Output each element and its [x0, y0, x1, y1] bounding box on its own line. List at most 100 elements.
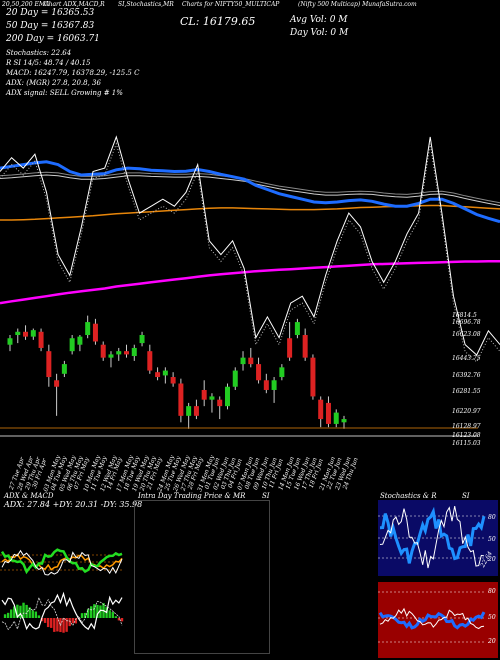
adx-panel-values: ADX: 27.84 +DY: 20.31 -DY: 35.98 [4, 500, 143, 509]
macd-bar [37, 615, 41, 618]
macd-value: MACD: 16247.79, 16378.29, -125.5 C [6, 69, 140, 77]
macd-bar [50, 618, 53, 628]
candle-body [178, 383, 184, 416]
candle-body [271, 380, 277, 390]
rsi-axis-20: 20 [488, 638, 496, 645]
macd-bar [19, 605, 22, 618]
macd-bar [80, 613, 84, 618]
price-axis-label: 16443.75 [452, 355, 481, 362]
candlesticks [7, 315, 347, 429]
macd-bar [93, 604, 96, 618]
macd-bar [111, 612, 114, 618]
candle-body [124, 351, 130, 355]
candle-body [38, 331, 44, 348]
candle-body [240, 357, 246, 365]
candle-body [193, 406, 199, 416]
macd-bar [6, 612, 10, 618]
macd-bar [3, 614, 7, 618]
stoch-axis-20: 20 [488, 556, 496, 563]
rsi-chart [378, 591, 486, 643]
rsi-axis-50: 50 [488, 614, 496, 621]
ema50-line-outer [0, 171, 500, 204]
intraday-panel-title: Intra Day Trading Price & MR [138, 492, 246, 500]
macd-bar [56, 618, 59, 632]
macd-bar [96, 604, 99, 618]
macd-bar [86, 609, 90, 618]
candle-body [77, 336, 83, 345]
stoch-d-line [379, 506, 485, 569]
candle-body [30, 330, 36, 337]
macd-bar [83, 612, 87, 618]
macd-bar [71, 618, 74, 624]
minus-di-line [1, 549, 123, 576]
candle-body [116, 351, 122, 355]
candle-body [310, 357, 316, 397]
price-axis-label: 16220.97 [452, 408, 481, 415]
adx-value: ADX: (MGR) 27.8, 20.8, 36 [6, 79, 101, 87]
price-close-line [0, 135, 500, 356]
intraday-panel [134, 500, 270, 654]
price-axis-label: 16281.55 [452, 388, 481, 395]
site-header: (Nifty 500 Multicap) MunafaSutra.com [298, 1, 417, 8]
candle-body [287, 338, 293, 358]
candle-body [162, 370, 168, 376]
candle-body [54, 380, 60, 387]
price-axis-label: 16128.97 [452, 423, 481, 430]
candle-body [341, 419, 347, 423]
candle-body [85, 322, 91, 336]
candle-body [333, 412, 339, 424]
candle-body [7, 338, 13, 345]
macd-bar [62, 618, 65, 633]
candle-body [92, 323, 98, 342]
rsi-value: R SI 14/5: 48.74 / 40.15 [6, 59, 91, 67]
macd-bar [117, 618, 121, 621]
macd-bar [22, 602, 25, 618]
stoch-axis-80: 80 [488, 514, 496, 521]
candle-body [217, 399, 223, 407]
candle-body [318, 399, 324, 420]
plus-di-line [0, 548, 123, 575]
candle-body [61, 364, 67, 374]
candle-body [248, 357, 254, 365]
candle-body [209, 396, 215, 400]
candle-body [302, 335, 308, 358]
candle-body [46, 351, 52, 378]
price-axis-label: 16696.78 [452, 319, 481, 326]
candle-body [15, 331, 21, 336]
ema20-label: 20 Day = 16365.53 [6, 8, 95, 18]
day-volume: Day Vol: 0 M [290, 28, 349, 38]
macd-bar [34, 611, 38, 618]
candle-body [256, 364, 262, 381]
macd-bar [114, 616, 118, 618]
indicators-header: Chart ADX,MACD,R [44, 1, 105, 8]
stoch-k-line [379, 506, 486, 564]
macd-bar [120, 618, 124, 622]
moving-average-lines [0, 135, 500, 363]
candle-body [69, 338, 75, 352]
price-axis-label: 16115.03 [452, 440, 481, 447]
rsi-panel: 80 50 20 [378, 582, 498, 658]
candle-body [139, 335, 145, 344]
macd-bar [74, 618, 78, 624]
ema200-label: 200 Day = 16063.71 [6, 34, 100, 44]
orange-ma-line [0, 204, 500, 221]
candle-body [232, 370, 238, 387]
candle-body [263, 380, 269, 390]
macd-bar [31, 610, 34, 618]
macd-bar [65, 618, 68, 632]
macd-bar [53, 618, 56, 632]
macd-bar [28, 607, 31, 618]
stochastics-chart [378, 506, 486, 569]
candle-body [325, 402, 331, 424]
macd-bar [99, 605, 102, 618]
stoch-value: Stochastics: 22.64 [6, 49, 72, 57]
rsi-line [378, 611, 486, 630]
candle-body [294, 322, 300, 336]
ema20-line [0, 160, 500, 224]
macd-bar [16, 604, 19, 618]
ema50-label: 50 Day = 16367.83 [6, 21, 95, 31]
avg-volume: Avg Vol: 0 M [290, 15, 348, 25]
stoch-panel-suffix: SI [462, 492, 470, 500]
candle-body [186, 406, 192, 416]
adx-macd-chart [0, 548, 124, 633]
